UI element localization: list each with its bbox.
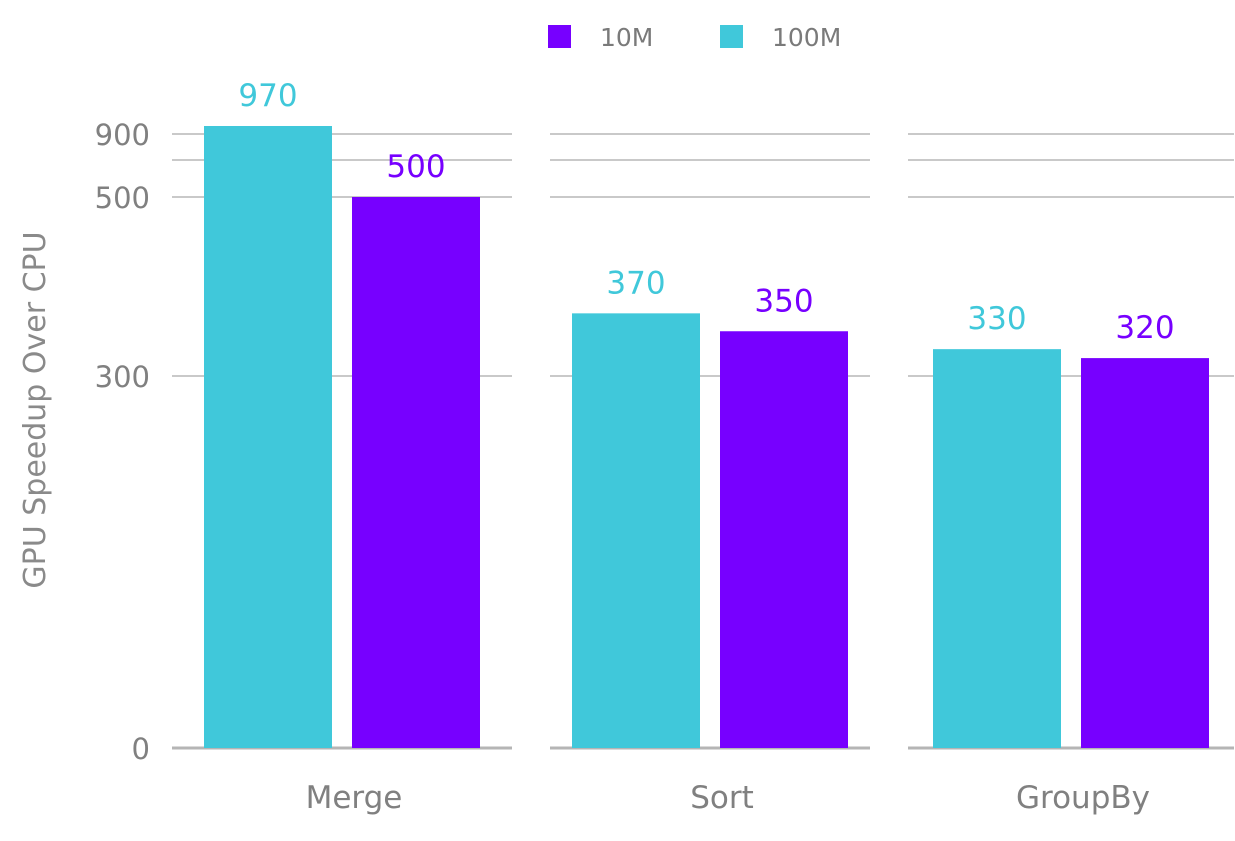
- data-label: 970: [238, 78, 297, 114]
- y-tick-label: 300: [95, 360, 150, 394]
- bar-groupby-10m: [1081, 358, 1209, 748]
- x-axis-categories: Merge Sort GroupBy: [306, 780, 1150, 816]
- bar-sort-100m: [572, 313, 700, 748]
- legend-swatch: [548, 25, 571, 48]
- legend: 10M 100M: [548, 23, 841, 52]
- bars: [204, 126, 1209, 748]
- x-category-label: GroupBy: [1016, 780, 1150, 816]
- y-axis-ticks: 0 300 500 900: [95, 118, 150, 766]
- data-label: 370: [606, 265, 665, 301]
- legend-label: 100M: [772, 23, 841, 52]
- bar-groupby-100m: [933, 349, 1061, 748]
- bar-merge-100m: [204, 126, 332, 748]
- legend-swatch: [720, 25, 743, 48]
- bar-merge-10m: [352, 197, 480, 748]
- legend-label: 10M: [600, 23, 653, 52]
- x-category-label: Sort: [690, 780, 754, 816]
- data-labels: 970 500 370 350 330 320: [238, 78, 1174, 346]
- data-label: 500: [386, 149, 445, 185]
- data-label: 320: [1115, 310, 1174, 346]
- y-tick-label: 500: [95, 181, 150, 215]
- data-label: 330: [967, 301, 1026, 337]
- data-label: 350: [754, 283, 813, 319]
- y-tick-label: 900: [95, 118, 150, 152]
- x-category-label: Merge: [306, 780, 403, 816]
- y-axis-label: GPU Speedup Over CPU: [18, 231, 53, 588]
- y-tick-label: 0: [132, 732, 150, 766]
- bar-sort-10m: [720, 331, 848, 748]
